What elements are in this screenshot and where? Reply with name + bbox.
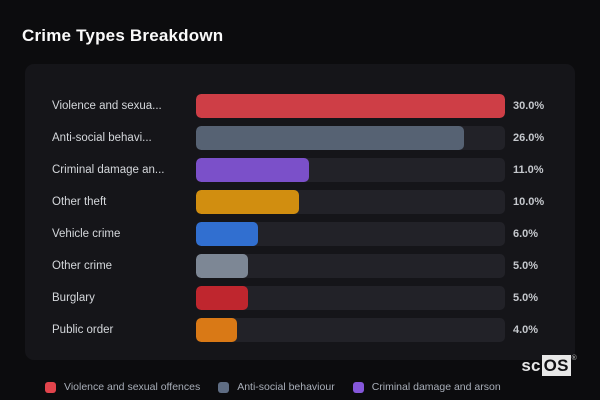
category-label: Public order (52, 324, 114, 336)
bar-row: Other theft 10.0% (52, 190, 562, 214)
bar-track (196, 318, 505, 342)
legend-swatch-icon (352, 381, 364, 393)
bar-row: Public order 4.0% (52, 318, 562, 342)
category-label: Vehicle crime (52, 228, 121, 240)
page-title: Crime Types Breakdown (22, 26, 224, 45)
chart-panel: Violence and sexua... 30.0% Anti-social be… (25, 64, 575, 360)
scos-logo-prefix: sc (521, 356, 541, 375)
category-label: Burglary (52, 292, 95, 304)
legend-item[interactable]: Anti-social behaviour (218, 381, 335, 393)
category-label: Anti-social behavi... (52, 132, 152, 144)
legend: Violence and sexual offences Anti-social … (45, 381, 501, 393)
bar-track (196, 222, 505, 246)
value-label: 11.0% (513, 164, 544, 176)
value-label: 5.0% (513, 292, 539, 304)
category-label: Other crime (52, 260, 113, 272)
bar-track (196, 254, 505, 278)
bar[interactable] (196, 190, 299, 214)
category-label: Violence and sexua... (52, 100, 162, 112)
bar[interactable] (196, 222, 258, 246)
bar[interactable] (196, 126, 464, 150)
value-label: 5.0% (513, 260, 539, 272)
bar-track (196, 286, 505, 310)
value-label: 26.0% (513, 132, 545, 144)
legend-swatch-icon (218, 381, 230, 393)
bar[interactable] (196, 158, 310, 182)
category-label: Other theft (52, 196, 107, 208)
bar-row: Burglary 5.0% (52, 286, 562, 310)
bar-row: Violence and sexua... 30.0% (52, 94, 562, 118)
value-label: 30.0% (513, 100, 545, 112)
bar[interactable] (196, 254, 248, 278)
legend-label: Criminal damage and arson (371, 381, 501, 393)
bar-track (196, 190, 505, 214)
legend-label: Violence and sexual offences (64, 381, 201, 393)
bar-track (196, 158, 505, 182)
bar-track (196, 126, 505, 150)
bar-track (196, 94, 505, 118)
value-label: 10.0% (513, 196, 545, 208)
value-label: 6.0% (513, 228, 539, 240)
bar-row: Anti-social behavi... 26.0% (52, 126, 562, 150)
legend-item[interactable]: Criminal damage and arson (352, 381, 501, 393)
scos-logo: sc OS ® (521, 355, 577, 376)
category-label: Criminal damage an... (52, 164, 165, 176)
bar-row: Criminal damage an... 11.0% (52, 158, 562, 182)
bar[interactable] (196, 94, 505, 118)
value-label: 4.0% (513, 324, 539, 336)
registered-trademark-icon: ® (571, 355, 577, 362)
legend-label: Anti-social behaviour (237, 381, 335, 393)
bar[interactable] (196, 318, 238, 342)
scos-logo-suffix: OS (541, 355, 571, 376)
legend-item[interactable]: Violence and sexual offences (45, 381, 200, 393)
bar[interactable] (196, 286, 248, 310)
bar-rows: Violence and sexua... 30.0% Anti-social be… (52, 94, 562, 342)
bar-row: Vehicle crime 6.0% (52, 222, 562, 246)
legend-swatch-icon (45, 381, 56, 393)
bar-row: Other crime 5.0% (52, 254, 562, 278)
